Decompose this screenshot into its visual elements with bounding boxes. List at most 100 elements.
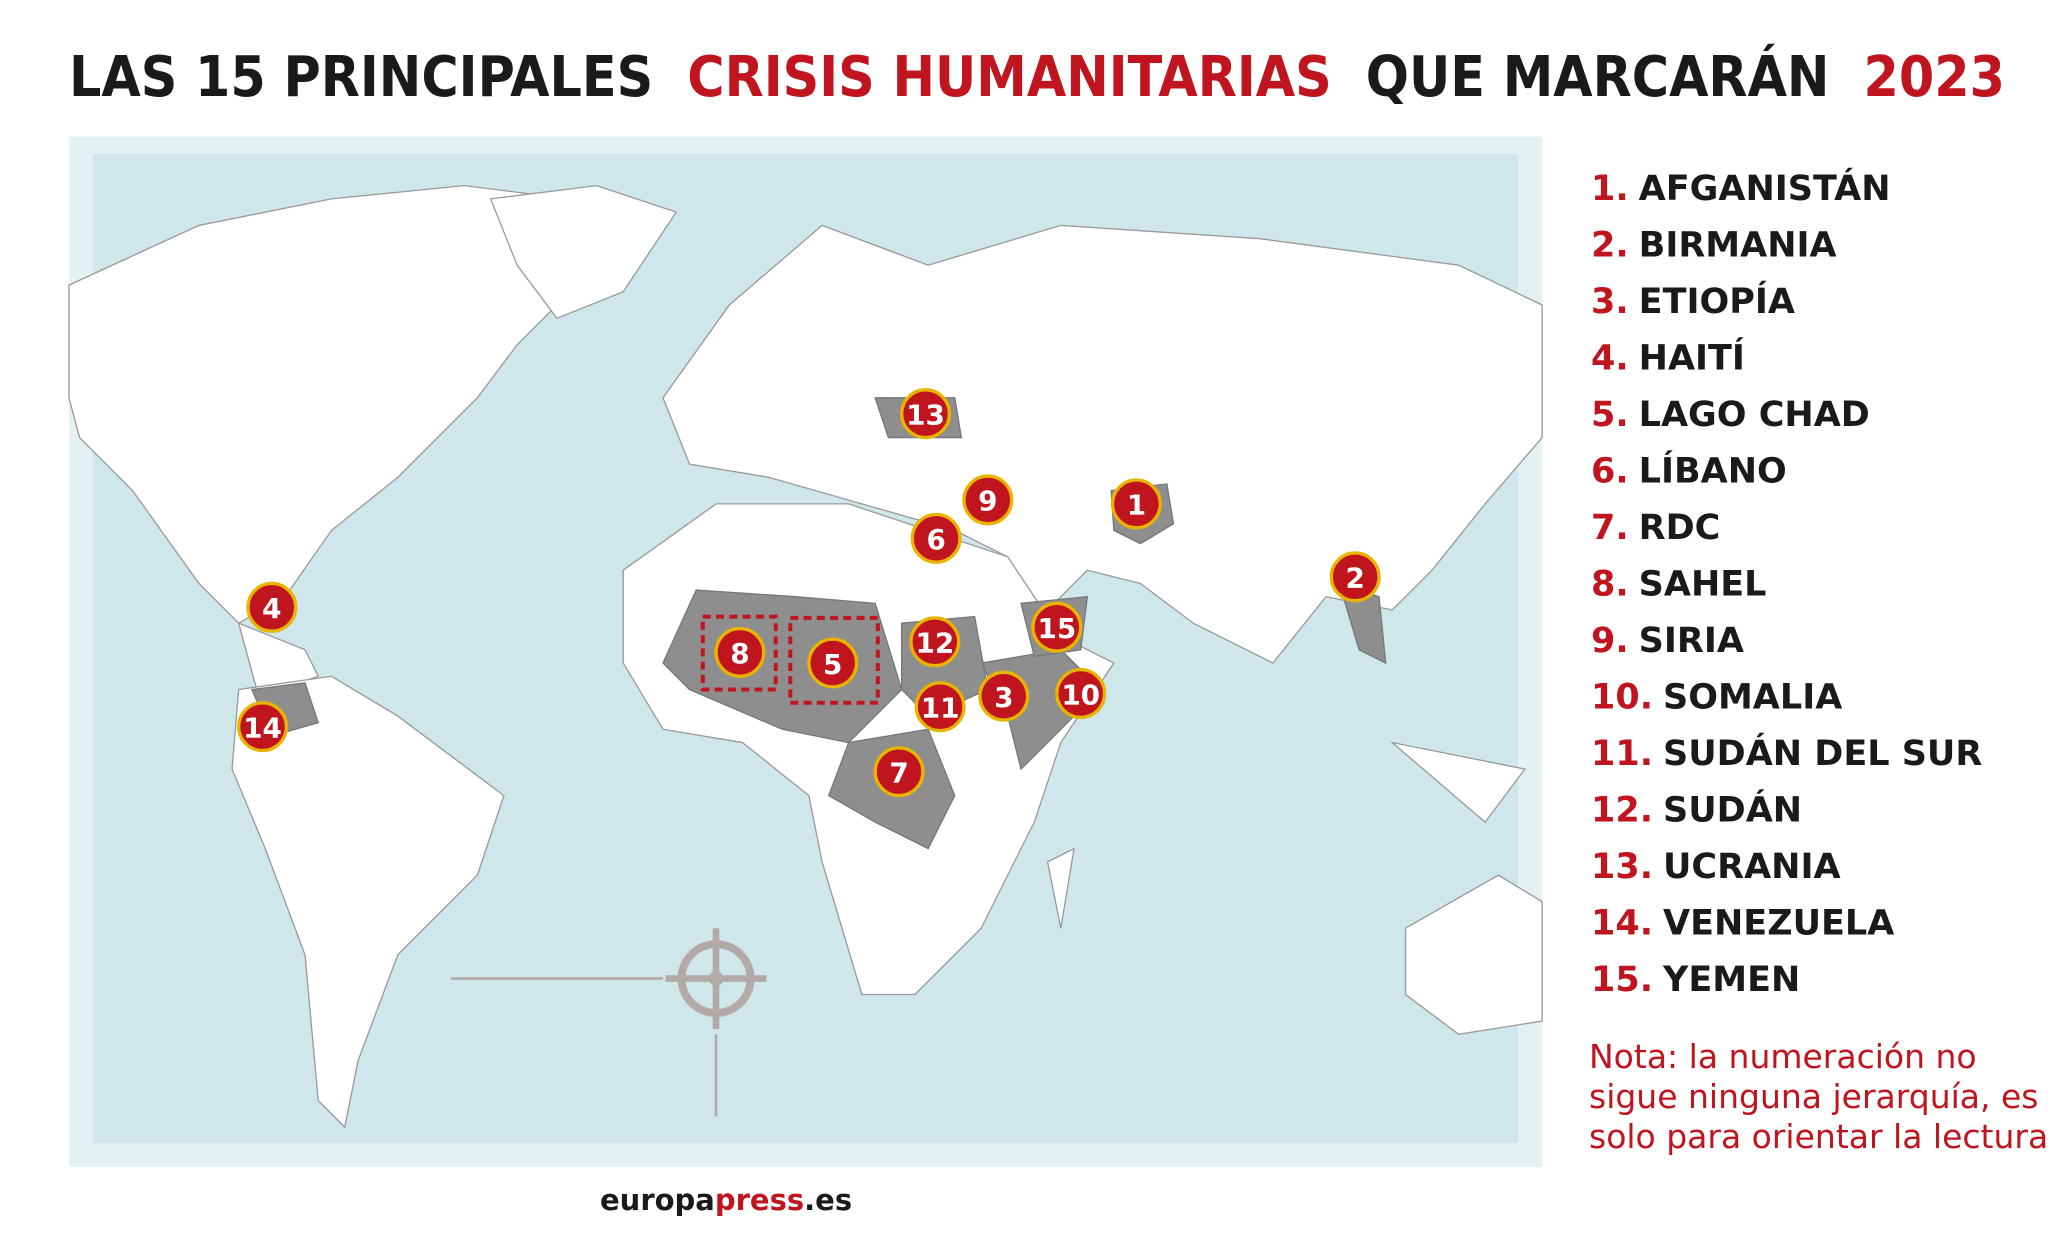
legend-item: 14. VENEZUELA <box>1591 904 1894 944</box>
legend-number: 3. <box>1591 282 1629 322</box>
marker: 13 <box>900 388 952 440</box>
legend-item: 13. UCRANIA <box>1591 847 1841 887</box>
marker: 10 <box>1055 667 1107 720</box>
legend-number: 9. <box>1591 621 1629 661</box>
legend-item: 5. LAGO CHAD <box>1591 395 1870 435</box>
legend-name: SAHEL <box>1639 565 1767 605</box>
marker: 14 <box>237 701 289 753</box>
legend-name: YEMEN <box>1662 960 1800 1000</box>
title: LAS 15 PRINCIPALES CRISIS HUMANITARIAS Q… <box>69 45 2005 110</box>
marker-label: 10 <box>1061 678 1100 711</box>
marker-circle <box>1055 667 1107 720</box>
note-line: solo para orientar la lectura <box>1589 1117 2048 1156</box>
legend-name: LAGO CHAD <box>1639 395 1870 435</box>
marker-circle <box>914 681 966 733</box>
marker-label: 14 <box>243 711 282 744</box>
marker-label: 15 <box>1037 612 1076 645</box>
legend-name: SUDÁN DEL SUR <box>1663 732 1982 774</box>
legend-number: 2. <box>1591 226 1629 266</box>
marker-label: 8 <box>730 637 749 670</box>
australia <box>1404 874 1543 1035</box>
legend-item: 9. SIRIA <box>1591 621 1744 661</box>
marker: 12 <box>909 616 961 668</box>
legend-number: 8. <box>1591 565 1629 605</box>
legend-item: 7. RDC <box>1591 508 1720 548</box>
legend-item: 12. SUDÁN <box>1591 789 1802 831</box>
title-part: CRISIS HUMANITARIAS <box>687 45 1331 110</box>
source-part: press <box>715 1183 804 1217</box>
legend-item: 3. ETIOPÍA <box>1591 280 1795 322</box>
marker: 2 <box>1329 551 1381 603</box>
legend-item: 1. AFGANISTÁN <box>1591 167 1891 209</box>
legend-name: VENEZUELA <box>1663 904 1894 944</box>
legend-number: 1. <box>1591 169 1629 209</box>
marker-label: 7 <box>889 757 908 790</box>
marker: 4 <box>246 581 298 633</box>
legend-name: ETIOPÍA <box>1639 280 1795 322</box>
marker: 11 <box>914 681 966 733</box>
legend-name: LÍBANO <box>1639 450 1787 492</box>
legend-number: 4. <box>1591 339 1629 379</box>
legend-number: 14. <box>1591 904 1653 944</box>
marker-label: 13 <box>906 399 945 432</box>
source-part: europa <box>600 1183 715 1217</box>
marker-label: 11 <box>921 692 960 725</box>
marker-label: 5 <box>823 648 842 681</box>
note-line: Nota: la numeración no <box>1589 1037 1977 1076</box>
marker-label: 9 <box>978 485 997 518</box>
marker-label: 2 <box>1345 562 1364 595</box>
legend-item: 8. SAHEL <box>1591 565 1766 605</box>
source-part: .es <box>804 1183 852 1217</box>
legend-name: UCRANIA <box>1663 847 1841 887</box>
marker-circle <box>1110 478 1162 530</box>
legend-number: 5. <box>1591 395 1629 435</box>
marker: 7 <box>873 746 925 798</box>
legend-item: 15. YEMEN <box>1591 960 1800 1000</box>
marker: 6 <box>910 512 962 564</box>
marker-circle <box>910 512 962 564</box>
dashed-box <box>788 615 880 705</box>
marker: 9 <box>962 474 1014 526</box>
legend-name: HAITÍ <box>1639 337 1745 379</box>
legend-item: 6. LÍBANO <box>1591 450 1787 492</box>
marker-circle <box>978 670 1030 722</box>
marker-circle <box>962 474 1014 526</box>
legend-number: 6. <box>1591 452 1629 492</box>
legend-name: SUDÁN <box>1663 789 1802 831</box>
marker-circle <box>873 746 925 798</box>
marker-circle <box>900 388 952 440</box>
north-america <box>68 184 625 625</box>
marker: 5 <box>807 637 859 689</box>
dashed-box <box>700 614 778 692</box>
source: europapress.es <box>600 1183 852 1217</box>
marker-circle <box>714 626 766 678</box>
legend-name: AFGANISTÁN <box>1639 167 1891 209</box>
central-america <box>237 622 320 698</box>
legend-number: 10. <box>1591 678 1653 718</box>
legend-number: 7. <box>1591 508 1629 548</box>
marker-circle <box>237 701 289 753</box>
legend-name: SIRIA <box>1639 621 1744 661</box>
marker: 3 <box>978 670 1030 722</box>
note-line: sigue ninguna jerarquía, es <box>1589 1077 2038 1116</box>
legend-item: 11. SUDÁN DEL SUR <box>1591 732 1982 774</box>
legend-number: 15. <box>1591 960 1653 1000</box>
madagascar <box>1046 847 1075 929</box>
marker-label: 3 <box>994 681 1013 714</box>
title-part: LAS 15 PRINCIPALES <box>69 45 653 110</box>
marker-circle <box>909 616 961 668</box>
crosshair <box>450 928 767 1117</box>
title-part: 2023 <box>1864 45 2005 110</box>
marker-circle <box>1329 551 1381 603</box>
marker-label: 1 <box>1127 489 1146 522</box>
legend-name: BIRMANIA <box>1639 226 1837 266</box>
islands <box>1389 741 1527 824</box>
marker-circle <box>1031 601 1083 653</box>
legend-number: 13. <box>1591 847 1653 887</box>
marker-label: 4 <box>262 592 281 625</box>
south-america <box>231 675 505 1129</box>
legend-item: 2. BIRMANIA <box>1591 226 1837 266</box>
legend-name: SOMALIA <box>1663 678 1842 718</box>
